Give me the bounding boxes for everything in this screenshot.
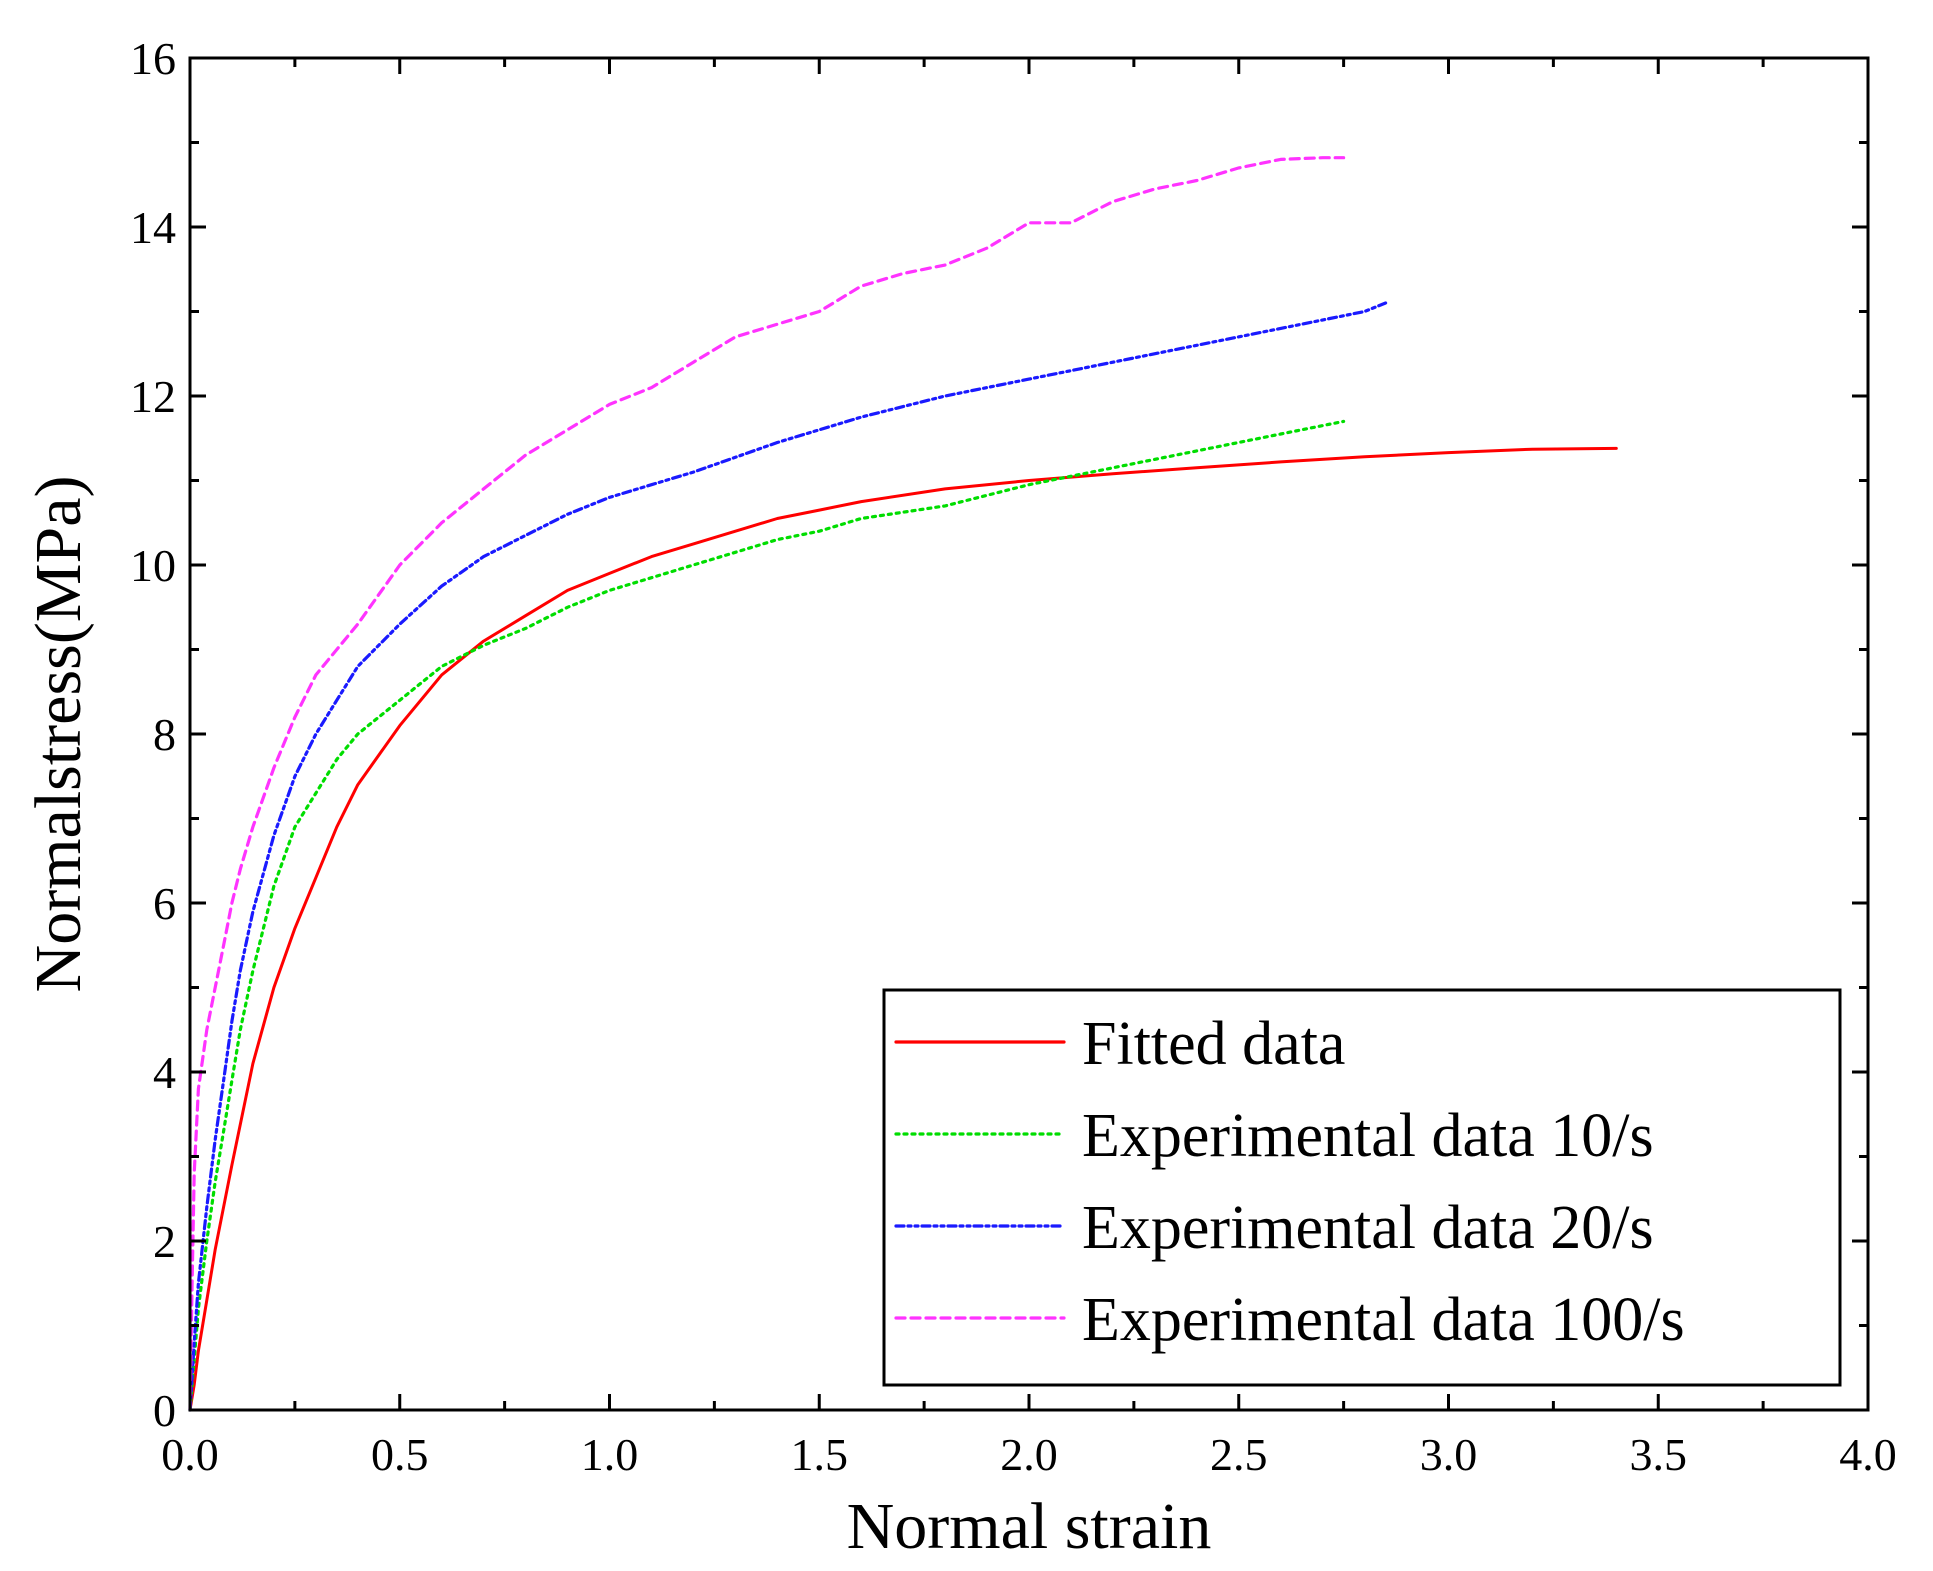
y-tick-label: 10: [130, 540, 176, 591]
legend: Fitted data Experimental data 10/s Experim…: [882, 988, 1842, 1387]
series-group: [188, 156, 1618, 1412]
series-line-1: [188, 446, 1618, 1412]
y-tick-label: 6: [153, 878, 176, 929]
x-tick-label: 0.0: [161, 1429, 219, 1480]
series-line-2: [188, 419, 1346, 1412]
legend-label-3: Experimental data 20/s: [1082, 1194, 1654, 1262]
y-tick-label: 2: [153, 1216, 176, 1267]
y-tick-label: 16: [130, 33, 176, 84]
legend-label-1: Fitted data: [1082, 1010, 1345, 1078]
y-tick-label: 0: [153, 1385, 176, 1436]
y-tick-label: 4: [153, 1047, 176, 1098]
y-axis-title: Normalstress(MPa): [22, 476, 95, 993]
x-tick-label: 3.5: [1630, 1429, 1688, 1480]
y-tick-label: 14: [130, 202, 176, 253]
y-tick-label: 8: [153, 709, 176, 760]
x-tick-label: 2.0: [1000, 1429, 1058, 1480]
legend-label-2: Experimental data 10/s: [1082, 1102, 1654, 1170]
x-axis-ticks: 0.0 0.5 1.0 1.5 2.0 2.5 3.0 3.5 4.0: [161, 58, 1897, 1480]
series-line-4: [188, 156, 1346, 1412]
x-tick-label: 1.5: [791, 1429, 849, 1480]
x-tick-label: 3.0: [1420, 1429, 1478, 1480]
y-axis-ticks: 0 2 4 6 8 10 12 14 16: [130, 33, 1868, 1436]
x-tick-label: 0.5: [371, 1429, 429, 1480]
x-tick-label: 2.5: [1210, 1429, 1268, 1480]
y-tick-label: 12: [130, 371, 176, 422]
series-line-3: [188, 301, 1388, 1412]
legend-label-4: Experimental data 100/s: [1082, 1286, 1685, 1354]
x-tick-label: 1.0: [581, 1429, 639, 1480]
x-tick-label: 4.0: [1839, 1429, 1897, 1480]
legend-box: [882, 988, 1842, 1387]
x-axis-title: Normal strain: [847, 1490, 1212, 1563]
